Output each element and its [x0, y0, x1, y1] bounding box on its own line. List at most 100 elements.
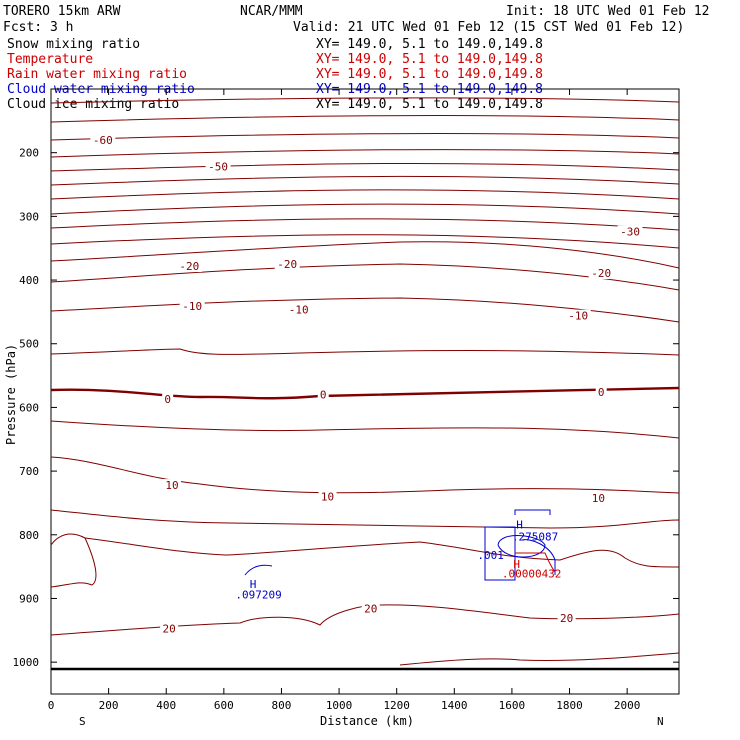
valid-time: Valid: 21 UTC Wed 01 Feb 12 (15 CST Wed … [293, 20, 684, 35]
legend-snow-label: Snow mixing ratio [7, 37, 140, 52]
isotherm-label: 10 [592, 492, 605, 505]
forecast-hour: Fcst: 3 h [3, 20, 73, 35]
isotherm-label-bg [162, 393, 174, 406]
isotherm-label: -50 [208, 161, 228, 174]
x-tick-label: 2000 [614, 699, 641, 712]
contour-line [50, 189, 680, 200]
isotherm-label: 20 [162, 622, 175, 635]
contour-line [50, 203, 680, 215]
y-tick-label: 700 [19, 465, 39, 478]
isotherm-contours [50, 97, 680, 666]
isotherm-label: -10 [289, 303, 309, 316]
cloud-water-contour [497, 535, 546, 558]
annotation-label: H [250, 578, 257, 591]
isotherm-label-bg [286, 303, 312, 316]
isotherm-label-bg [595, 386, 607, 399]
contour-line [50, 386, 680, 400]
contour-line [50, 533, 97, 588]
annotation-label: .00000432 [502, 568, 562, 581]
isotherm-label-bg [90, 133, 116, 146]
contour-line [84, 537, 680, 568]
y-tick-label: 200 [19, 147, 39, 160]
isotherm-label: 20 [560, 612, 573, 625]
contour-line [50, 133, 680, 141]
isotherm-label-bg [557, 612, 576, 625]
isotherm-label: -20 [591, 267, 611, 280]
x-tick-label: 600 [214, 699, 234, 712]
model-title: TORERO 15km ARW [3, 4, 121, 19]
isotherm-label: 0 [164, 393, 171, 406]
isotherm-label: -10 [182, 300, 202, 313]
isotherm-label-bg [274, 258, 300, 271]
annotation-label: .275087 [512, 531, 558, 544]
isotherm-label-bg [617, 225, 643, 238]
y-tick-label: 600 [19, 401, 39, 414]
cloud-water-contour [521, 539, 556, 575]
annotation-label: .001 [477, 549, 504, 562]
annotation-label: H [516, 519, 523, 532]
contour-line [50, 456, 680, 494]
y-tick-label: 300 [19, 210, 39, 223]
isotherm-label-bg [317, 388, 329, 401]
legend-cloudice-coords: XY= 149.0, 5.1 to 149.0,149.8 [316, 97, 543, 112]
isotherm-label: 0 [320, 389, 327, 402]
isotherm-label-bg [589, 491, 608, 504]
cloud-water-contour [514, 509, 551, 515]
contour-line [50, 115, 680, 123]
legend-rain-coords: XY= 149.0, 5.1 to 149.0,149.8 [316, 67, 543, 82]
isotherm-label-bg [162, 479, 181, 492]
isotherm-label-bg [565, 309, 591, 322]
contour-line [50, 97, 680, 104]
annotation-label: .097209 [235, 589, 281, 602]
x-axis: 0 200 400 600 800 1000 1200 1400 1600 1800 2000 [48, 89, 641, 712]
isotherm-label-bg [318, 490, 337, 503]
x-tick-label: 1200 [383, 699, 410, 712]
x-tick-label: 1000 [326, 699, 353, 712]
contour-line [50, 420, 680, 439]
annotation-label: H [513, 558, 520, 571]
y-tick-label: 800 [19, 529, 39, 542]
cloud-water-contour [484, 526, 516, 581]
x-tick-label: 1600 [499, 699, 526, 712]
legend-rain-label: Rain water mixing ratio [7, 67, 187, 82]
contour-line [399, 652, 680, 666]
isotherm-label-bg [361, 602, 380, 615]
legend-cloudice-label: Cloud ice mixing ratio [7, 97, 179, 112]
x-axis-label: Distance (km) [320, 714, 414, 728]
cloud-water-contours [244, 509, 556, 581]
contour-line [50, 297, 680, 323]
x-tick-label: 400 [156, 699, 176, 712]
isotherm-label-bg [179, 300, 205, 313]
isotherm-label: -60 [93, 134, 113, 147]
plot-frame [50, 88, 680, 695]
isotherm-label: -10 [568, 310, 588, 323]
contour-line [50, 175, 680, 186]
y-axis-label: Pressure (hPa) [4, 344, 18, 445]
isotherm-label-bg [160, 622, 179, 635]
legend-temp-label: Temperature [7, 52, 93, 67]
contour-line [50, 348, 680, 356]
x-end-label-south: S [79, 715, 86, 728]
isotherm-labels: -60 -50 -30 -20 -20 -20 -10 -10 -10 0 0 0 10 10 10 20 20… [90, 133, 643, 635]
legend-snow-coords: XY= 149.0, 5.1 to 149.0,149.8 [316, 37, 543, 52]
isotherm-label-bg [588, 267, 614, 280]
x-tick-label: 1400 [441, 699, 468, 712]
contour-line [50, 162, 680, 172]
cloud-water-contour [244, 564, 273, 576]
isotherm-label-bg [205, 160, 231, 173]
y-tick-label: 1000 [13, 656, 40, 669]
x-tick-label: 800 [272, 699, 292, 712]
contour-line [50, 509, 680, 529]
x-tick-label: 1800 [556, 699, 583, 712]
center-title: NCAR/MMM [240, 4, 303, 19]
isotherm-label: -20 [179, 260, 199, 273]
isotherm-label-bg [176, 260, 202, 273]
contour-line [50, 263, 680, 291]
x-tick-label: 200 [99, 699, 119, 712]
contour-line [50, 149, 680, 158]
contour-line [50, 241, 680, 269]
isotherm-label: -20 [277, 258, 297, 271]
